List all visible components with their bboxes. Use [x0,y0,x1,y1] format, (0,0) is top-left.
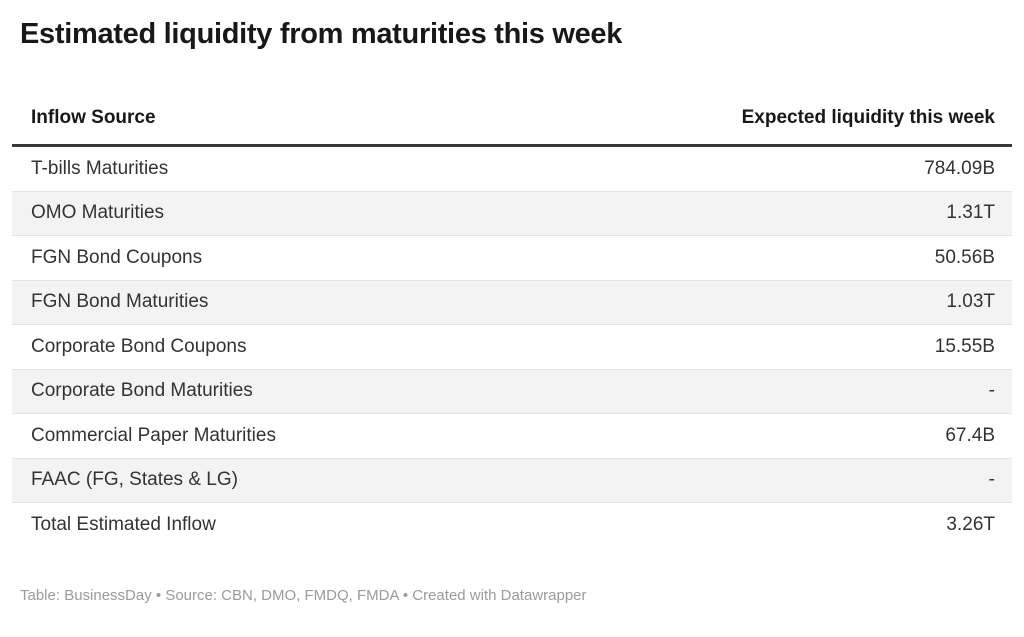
inflow-source-cell: FGN Bond Coupons [31,246,203,268]
table-footer: Table: BusinessDay • Source: CBN, DMO, F… [20,586,587,604]
liquidity-table: Inflow Source Expected liquidity this we… [12,94,1012,547]
table-row: Corporate Bond Maturities - [12,368,1012,413]
inflow-source-cell: FGN Bond Maturities [31,291,209,313]
datawrapper-table-chart: Estimated liquidity from maturities this… [0,16,1024,637]
table-row: Total Estimated Inflow 3.26T [12,502,1012,547]
value-cell: - [988,380,995,402]
inflow-source-cell: Corporate Bond Maturities [31,380,253,402]
value-cell: 1.03T [946,291,995,313]
value-cell: 67.4B [945,424,995,446]
inflow-source-cell: Commercial Paper Maturities [31,424,276,446]
inflow-source-cell: Total Estimated Inflow [31,513,216,535]
table-row: Corporate Bond Coupons 15.55B [12,324,1012,369]
value-cell: 784.09B [924,157,995,179]
table-header-row: Inflow Source Expected liquidity this we… [12,94,1012,147]
table-row: FAAC (FG, States & LG) - [12,457,1012,502]
table-row: OMO Maturities 1.31T [12,190,1012,235]
value-cell: 1.31T [946,202,995,224]
inflow-source-cell: OMO Maturities [31,202,165,224]
value-cell: 15.55B [934,335,995,357]
column-header-inflow-source: Inflow Source [31,107,156,128]
inflow-source-cell: T-bills Maturities [31,157,169,179]
column-header-expected-liquidity: Expected liquidity this week [741,107,995,128]
chart-title: Estimated liquidity from maturities this… [20,18,623,50]
inflow-source-cell: FAAC (FG, States & LG) [31,469,238,491]
value-cell: 3.26T [946,513,995,535]
inflow-source-cell: Corporate Bond Coupons [31,335,247,357]
table-row: FGN Bond Maturities 1.03T [12,279,1012,324]
value-cell: - [988,469,995,491]
value-cell: 50.56B [934,246,995,268]
table-row: FGN Bond Coupons 50.56B [12,235,1012,280]
table-row: Commercial Paper Maturities 67.4B [12,413,1012,458]
table-row: T-bills Maturities 784.09B [12,147,1012,191]
